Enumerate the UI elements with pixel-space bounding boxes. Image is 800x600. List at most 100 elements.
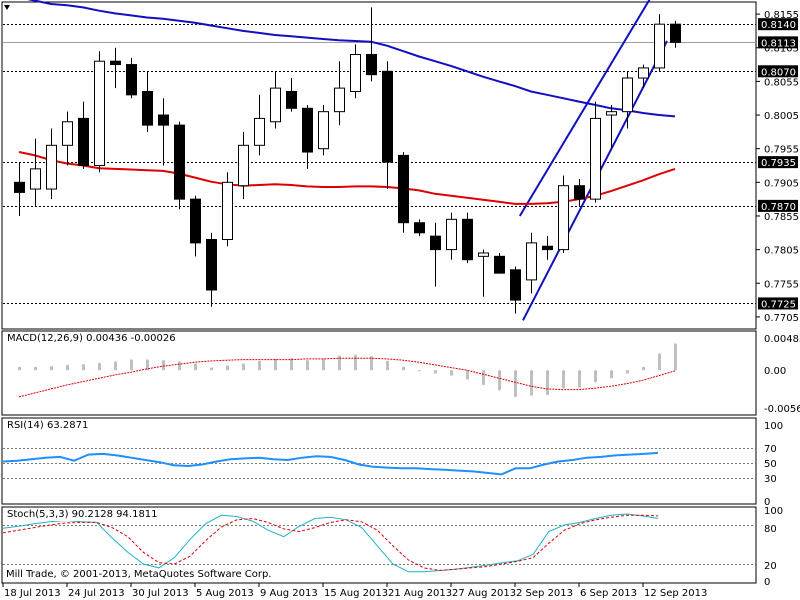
macd-histogram-bar: [418, 370, 421, 372]
x-tick-label: 30 Jul 2013: [132, 588, 189, 599]
candle-bear: [670, 23, 681, 43]
candle-bull: [606, 111, 617, 116]
candle-bear: [126, 64, 137, 96]
x-tick-label: 6 Sep 2013: [580, 588, 637, 599]
candle-bull: [638, 67, 649, 79]
price-panel[interactable]: [1, 1, 757, 330]
candle-bull: [622, 77, 633, 113]
macd-series: [18, 343, 677, 398]
price-level-tag-text: 0.7935: [761, 158, 796, 169]
channel-upper-line: [518, 0, 651, 217]
x-tick-label: 27 Aug 2013: [452, 588, 516, 599]
macd-tick-label: -0.00566: [764, 404, 800, 415]
price-level-tag-text: 0.8140: [761, 20, 796, 31]
stoch-signal-line: [2, 514, 659, 572]
macd-histogram-bar: [530, 370, 533, 396]
x-tick-label: 9 Aug 2013: [260, 588, 318, 599]
macd-histogram-bar: [18, 366, 21, 371]
macd-histogram-bar: [226, 365, 229, 371]
macd-histogram-bar: [146, 359, 149, 371]
macd-tick-label: 0.00: [764, 366, 786, 377]
macd-histogram-bar: [162, 360, 165, 371]
price-level-tag-text: 0.7870: [761, 202, 796, 213]
macd-histogram-bar: [34, 366, 37, 371]
price-tick-label: 0.7855: [764, 212, 799, 223]
candle-bear: [302, 107, 313, 153]
macd-histogram-bar: [98, 362, 101, 371]
macd-histogram-bar: [482, 370, 485, 385]
macd-histogram-bar: [242, 363, 245, 371]
x-tick-label: 21 Aug 2013: [388, 588, 452, 599]
candle-bear: [462, 218, 473, 261]
macd-histogram-bar: [626, 370, 629, 374]
candle-bull: [350, 53, 361, 92]
candle-bull: [238, 144, 249, 187]
macd-histogram-bar: [658, 353, 661, 371]
chart-shift-icon[interactable]: [4, 5, 10, 10]
rsi-line: [2, 451, 659, 476]
ma-fast-line: [27, 0, 676, 118]
candle-bear: [542, 245, 553, 251]
price-tick-label: 0.8155: [764, 10, 799, 21]
macd-histogram-bar: [610, 370, 613, 379]
macd-histogram-bar: [674, 343, 677, 371]
candles: [14, 7, 681, 314]
stoch-series: [2, 513, 756, 573]
candle-bear: [414, 222, 425, 234]
price-tick-label: 0.8055: [764, 77, 799, 88]
price-tick-label: 0.7705: [764, 313, 799, 324]
rsi-panel[interactable]: [1, 417, 757, 505]
candle-bear: [190, 198, 201, 244]
price-level-tag: [758, 199, 798, 212]
macd-histogram-bar: [258, 360, 261, 371]
candle-bull: [526, 242, 537, 281]
rsi-tick-label: 100: [764, 421, 783, 432]
candle-bear: [398, 154, 409, 224]
axes: 0.8155 0.8105 0.8055 0.8005 0.7955 0.7905 0.78…: [2, 10, 800, 599]
candle-bull: [270, 87, 281, 123]
macd-histogram-bar: [274, 358, 277, 371]
candle-bull: [334, 87, 345, 113]
candle-bull: [254, 117, 265, 146]
x-tick-label: 18 Jul 2013: [4, 588, 61, 599]
price-level-tag: [758, 297, 798, 310]
candle-bear: [110, 60, 121, 66]
price-tick-label: 0.8005: [764, 111, 799, 122]
macd-histogram-bar: [210, 367, 213, 371]
candle-bear: [510, 269, 521, 301]
candle-bull: [478, 252, 489, 257]
x-tick-label: 12 Sep 2013: [644, 588, 707, 599]
stoch-tick-label: 100: [764, 506, 783, 517]
candle-bull: [558, 185, 569, 251]
candle-bull: [446, 218, 457, 251]
macd-histogram-bar: [178, 361, 181, 371]
candle-bear: [174, 124, 185, 200]
candle-bull: [318, 111, 329, 150]
macd-histogram-bar: [114, 361, 117, 371]
candle-bear: [206, 239, 217, 291]
macd-histogram-bar: [322, 358, 325, 371]
rsi-tick-label: 70: [764, 444, 777, 455]
rsi-tick-label: 0: [764, 497, 770, 508]
price-level-tag: [758, 65, 798, 78]
macd-histogram-bar: [498, 370, 501, 391]
macd-histogram-bar: [450, 370, 453, 376]
candle-bear: [366, 53, 377, 76]
candle-bear: [494, 255, 505, 274]
price-tick-label: 0.7905: [764, 178, 799, 189]
macd-histogram-bar: [402, 366, 405, 371]
macd-tick-label: 0.00483: [764, 334, 800, 345]
macd-histogram-bar: [50, 366, 53, 371]
macd-histogram-bar: [130, 359, 133, 371]
candle-bear: [574, 185, 585, 200]
candle-bull: [62, 121, 73, 146]
macd-signal-line: [18, 357, 676, 398]
macd-histogram-bar: [594, 370, 597, 383]
macd-histogram-bar: [306, 360, 309, 371]
candle-bull: [94, 60, 105, 167]
macd-histogram-bar: [578, 370, 581, 388]
price-level-tag-text: 0.8070: [761, 67, 796, 78]
copyright-text: Mill Trade, © 2001-2013, MetaQuotes Soft…: [6, 569, 272, 580]
rsi-tick-label: 30: [764, 474, 777, 485]
